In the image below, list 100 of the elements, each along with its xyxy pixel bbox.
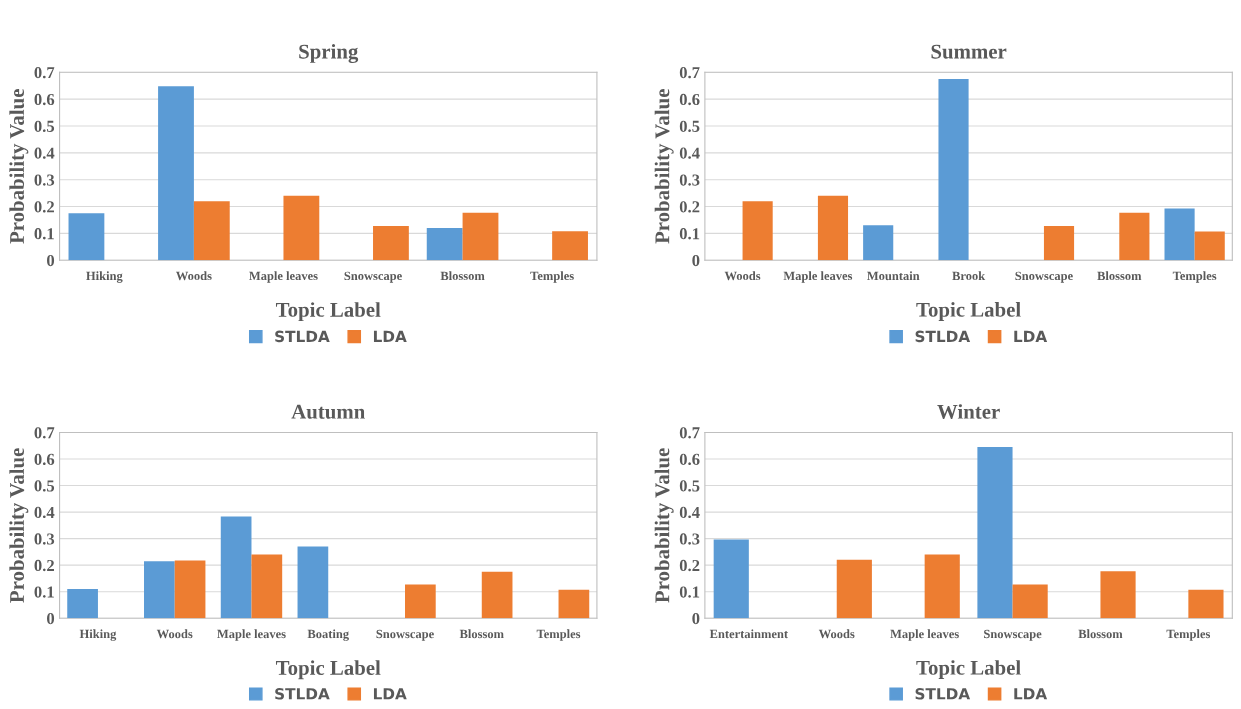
y-tick-label: 0.4	[34, 506, 55, 519]
y-tick-label: 0.2	[679, 559, 700, 572]
y-tick-label: 0.7	[34, 67, 55, 79]
legend-label: STLDA	[915, 330, 971, 343]
y-tick-label: 0.6	[679, 453, 700, 466]
y-tick-label: 0.5	[34, 120, 55, 133]
bar	[713, 539, 749, 619]
y-tick-label: 0.1	[679, 228, 700, 240]
x-tick-label: Blossom	[440, 271, 485, 281]
x-tick-label: Mountain	[867, 271, 920, 281]
bar	[174, 560, 206, 619]
x-tick-label: Blossom	[1078, 629, 1123, 639]
chart-title: Summer	[931, 44, 1007, 59]
x-tick-label: Woods	[156, 629, 193, 639]
y-tick-label: 0.5	[34, 480, 55, 492]
x-tick-label: Snowscape	[1015, 271, 1073, 283]
y-tick-label: 0	[47, 254, 55, 267]
y-tick-label: 0.1	[34, 228, 54, 240]
y-tick-label: 0.4	[679, 147, 700, 159]
x-tick-label: Maple leaves	[249, 271, 318, 283]
bar	[1164, 208, 1195, 261]
x-tick-label: Blossom	[459, 629, 504, 639]
x-tick-label: Entertainment	[709, 629, 789, 639]
y-tick-label: 0.6	[34, 93, 55, 106]
x-tick-label: Blossom	[1097, 271, 1142, 281]
y-tick-label: 0.7	[34, 427, 55, 439]
bar	[426, 227, 463, 261]
bar	[938, 79, 969, 261]
x-tick-label: Boating	[307, 629, 349, 641]
chart-title: Winter	[937, 404, 1000, 419]
bar	[552, 231, 588, 261]
bar	[924, 554, 960, 619]
y-axis-title: Probability Value	[9, 89, 29, 244]
bar	[67, 589, 98, 619]
y-tick-label: 0	[692, 254, 700, 267]
x-tick-label: Snowscape	[344, 271, 402, 283]
x-tick-label: Temples	[1172, 271, 1217, 283]
x-tick-label: Woods	[176, 271, 212, 281]
x-tick-label: Temples	[536, 629, 581, 641]
chart-title: Autumn	[291, 404, 365, 419]
bar	[481, 571, 513, 619]
bar	[558, 589, 590, 619]
y-tick-label: 0.2	[679, 201, 700, 213]
x-axis-title: Topic Label	[275, 302, 381, 322]
x-tick-label: Brook	[952, 271, 986, 281]
bar	[836, 559, 872, 619]
bar	[297, 546, 329, 619]
y-tick-label: 0.3	[34, 174, 55, 186]
bar	[462, 212, 499, 261]
bar	[977, 447, 1013, 619]
bar	[742, 201, 773, 261]
chart-title: Spring	[299, 43, 359, 64]
bar	[373, 226, 409, 261]
x-tick-label: Snowscape	[984, 629, 1042, 641]
y-tick-label: 0	[692, 612, 700, 625]
bar	[1100, 571, 1136, 619]
y-tick-label: 0.2	[34, 559, 54, 572]
legend-label: LDA	[373, 330, 407, 342]
bar	[1012, 584, 1048, 619]
bar	[405, 584, 436, 619]
x-tick-label: Woods	[818, 629, 855, 639]
x-axis-title: Topic Label	[916, 302, 1021, 321]
legend-label: LDA	[1014, 688, 1048, 700]
y-tick-label: 0.5	[679, 480, 700, 492]
bar	[144, 561, 175, 619]
legend-label: LDA	[1014, 330, 1048, 342]
y-tick-label: 0.7	[679, 67, 700, 79]
y-axis-title: Probability Value	[654, 448, 674, 603]
x-axis-title: Topic Label	[275, 660, 381, 680]
bar	[158, 86, 194, 261]
legend-label: STLDA	[275, 688, 330, 700]
y-tick-label: 0.2	[34, 201, 54, 213]
x-tick-label: Temples	[1166, 629, 1211, 641]
legend-label: STLDA	[915, 688, 971, 700]
x-tick-label: Maple leaves	[890, 629, 959, 641]
y-tick-label: 0.6	[34, 453, 55, 466]
y-tick-label: 0.1	[34, 586, 54, 598]
y-tick-label: 0.7	[679, 427, 700, 439]
y-tick-label: 0.3	[679, 174, 700, 186]
x-tick-label: Hiking	[79, 629, 117, 641]
x-tick-label: Snowscape	[376, 629, 434, 641]
y-tick-label: 0.3	[679, 533, 700, 545]
x-tick-label: Maple leaves	[783, 271, 853, 283]
y-tick-label: 0.3	[34, 533, 55, 545]
y-tick-label: 0.1	[679, 586, 700, 598]
y-tick-label: 0.5	[679, 120, 700, 133]
bar	[251, 554, 283, 619]
bar	[1043, 226, 1075, 261]
bar	[283, 195, 320, 261]
legend-label: STLDA	[275, 330, 330, 343]
x-axis-title: Topic Label	[916, 660, 1021, 680]
y-tick-label: 0.6	[679, 93, 700, 106]
x-tick-label: Temples	[530, 271, 574, 283]
y-tick-label: 0	[47, 612, 55, 625]
bar	[220, 516, 252, 619]
bar	[68, 213, 105, 261]
bar	[1188, 589, 1224, 619]
bar	[1119, 212, 1150, 261]
bar	[863, 225, 894, 261]
bar	[817, 195, 849, 261]
